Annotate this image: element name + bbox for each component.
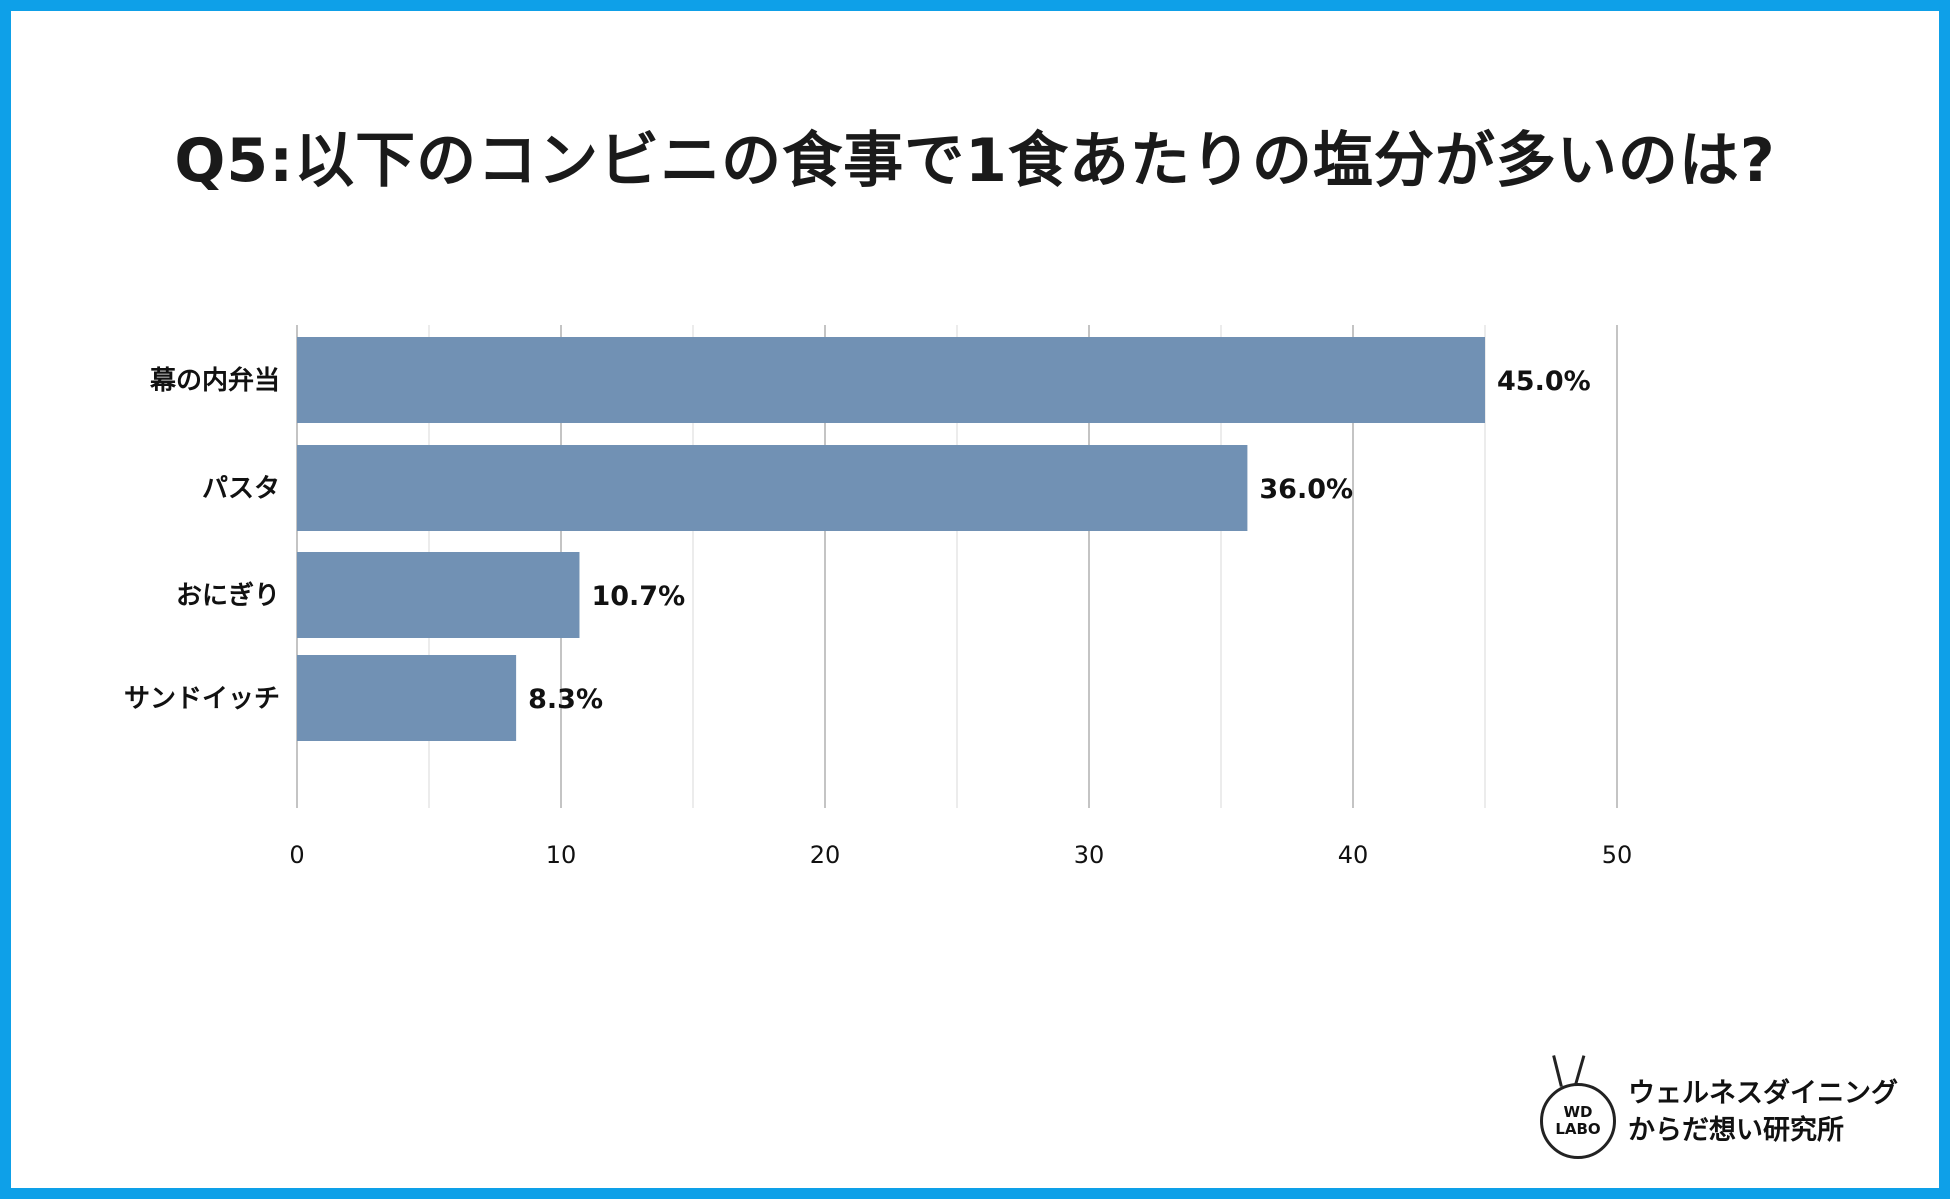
- x-axis-tick-labels: 0 10 20 30 40 50: [289, 841, 1632, 869]
- x-tick-label: 50: [1602, 841, 1633, 869]
- chart-title: Q5:以下のコンビニの食事で1食あたりの塩分が多いのは?: [174, 126, 1776, 196]
- category-label: パスタ: [202, 474, 280, 504]
- category-label: 幕の内弁当: [149, 365, 280, 396]
- bar: [297, 337, 1485, 423]
- logo-badge-line2: LABO: [1555, 1120, 1601, 1138]
- x-tick-label: 20: [810, 841, 841, 869]
- bar: [297, 445, 1248, 531]
- value-labels: 45.0% 36.0% 10.7% 8.3%: [528, 366, 1591, 715]
- bar: [297, 552, 580, 638]
- bars: [297, 337, 1485, 741]
- value-label: 8.3%: [528, 684, 603, 715]
- value-label: 45.0%: [1497, 366, 1591, 397]
- x-tick-label: 30: [1074, 841, 1105, 869]
- x-tick-label: 40: [1338, 841, 1369, 869]
- logo-name-line2: からだ想い研究所: [1628, 1115, 1844, 1146]
- value-label: 10.7%: [591, 581, 685, 612]
- logo-name: ウェルネスダイニング からだ想い研究所: [1628, 1075, 1898, 1149]
- x-tick-label: 0: [289, 841, 304, 869]
- logo-badge: WD LABO: [1540, 1083, 1616, 1159]
- logo-badge-line1: WD: [1563, 1103, 1593, 1121]
- logo-name-line1: ウェルネスダイニング: [1628, 1078, 1898, 1109]
- category-label: サンドイッチ: [124, 684, 280, 714]
- x-tick-label: 10: [546, 841, 577, 869]
- bar: [297, 655, 517, 741]
- category-label: おにぎり: [176, 581, 280, 611]
- value-label: 36.0%: [1259, 474, 1353, 505]
